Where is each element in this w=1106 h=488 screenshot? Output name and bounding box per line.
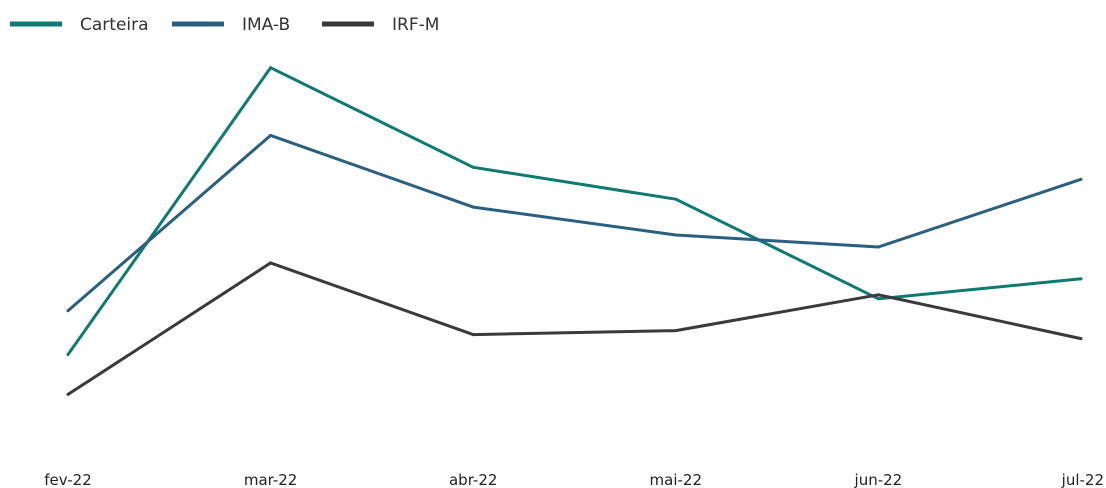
x-tick-label-mar-22: mar-22	[244, 471, 298, 488]
data-point-irf-m-jul-22	[1080, 337, 1083, 340]
x-tick-label-jun-22: jun-22	[854, 471, 903, 488]
legend-label-ima-b: IMA-B	[242, 15, 290, 35]
data-point-irf-m-mai-22	[674, 329, 677, 332]
data-point-irf-m-jun-22	[877, 293, 880, 296]
data-point-carteira-mar-22	[269, 66, 272, 69]
x-tick-label-jul-22: jul-22	[1061, 471, 1104, 488]
legend-item-ima-b: IMA-B	[172, 15, 290, 35]
series-line-ima-b	[68, 135, 1081, 310]
x-tick-label-abr-22: abr-22	[449, 471, 497, 488]
data-point-irf-m-abr-22	[472, 333, 475, 336]
series-ima-b	[67, 134, 1083, 312]
x-tick-label-fev-22: fev-22	[44, 471, 91, 488]
data-point-irf-m-mar-22	[269, 261, 272, 264]
data-point-ima-b-abr-22	[472, 206, 475, 209]
data-point-irf-m-fev-22	[67, 393, 70, 396]
data-point-ima-b-mar-22	[269, 134, 272, 137]
series-carteira	[67, 66, 1083, 356]
x-tick-label-mai-22: mai-22	[650, 471, 702, 488]
legend-item-irf-m: IRF-M	[322, 15, 439, 35]
data-point-carteira-fev-22	[67, 353, 70, 356]
legend: Carteira IMA-B IRF-M	[10, 15, 439, 35]
legend-item-carteira: Carteira	[10, 15, 149, 35]
data-point-ima-b-mai-22	[674, 234, 677, 237]
legend-label-carteira: Carteira	[80, 15, 149, 35]
data-point-carteira-jul-22	[1080, 277, 1083, 280]
series-irf-m	[67, 261, 1083, 395]
x-axis: fev-22 mar-22 abr-22 mai-22 jun-22 jul-22	[44, 471, 1104, 488]
data-point-carteira-abr-22	[472, 166, 475, 169]
data-point-ima-b-fev-22	[67, 309, 70, 312]
legend-label-irf-m: IRF-M	[392, 15, 439, 35]
data-point-ima-b-jun-22	[877, 245, 880, 248]
series-line-irf-m	[68, 263, 1081, 395]
data-point-carteira-jun-22	[877, 297, 880, 300]
series-lines	[67, 66, 1083, 396]
data-point-carteira-mai-22	[674, 198, 677, 201]
data-point-ima-b-jul-22	[1080, 178, 1083, 181]
series-line-carteira	[68, 68, 1081, 355]
